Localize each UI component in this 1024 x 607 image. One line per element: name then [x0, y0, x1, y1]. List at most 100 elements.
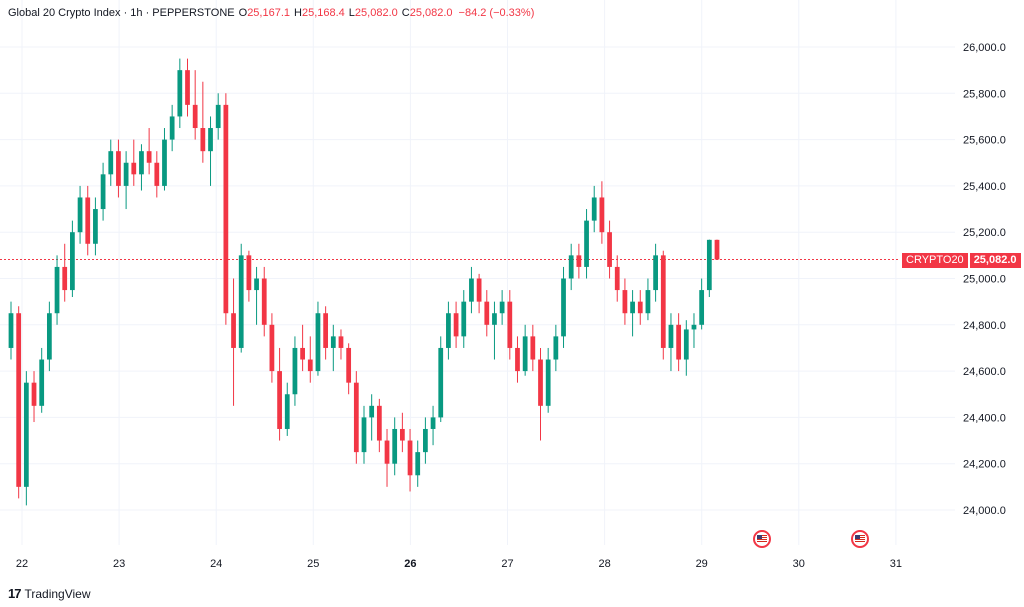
candle-body [622, 290, 628, 314]
candle-body [614, 266, 620, 291]
candle [246, 250, 252, 302]
y-tick-label: 24,400.0 [963, 412, 1006, 424]
candle-body [499, 301, 505, 314]
candle [438, 336, 444, 423]
candle-body [238, 255, 244, 348]
candle-body [269, 324, 275, 372]
tradingview-logo-icon: 17 [8, 586, 22, 601]
candle-body [476, 278, 482, 302]
candle-body [553, 336, 559, 360]
candle [369, 394, 375, 441]
legend-close-label: C [401, 7, 410, 19]
candle-body [39, 359, 45, 406]
candle [591, 185, 597, 233]
candle-body [676, 324, 682, 360]
x-axis: 22 23 24 25 26 27 28 29 30 31 [16, 558, 902, 570]
candle-body [300, 347, 305, 360]
candle [706, 239, 712, 298]
candle [139, 144, 144, 191]
candle-body [177, 70, 183, 117]
candle [169, 104, 175, 152]
candle [46, 301, 52, 372]
x-tick-label: 25 [307, 558, 319, 570]
candle [376, 398, 382, 453]
candle-body [407, 440, 413, 476]
candle-body [116, 151, 121, 186]
candle-body [108, 151, 114, 175]
candle [261, 266, 267, 337]
candle [407, 428, 413, 492]
candle [384, 428, 390, 487]
x-tick-label: 24 [210, 558, 222, 570]
candle-body [54, 266, 60, 314]
candle [162, 128, 167, 191]
legend-symbol: Global 20 Crypto Index · 1h · PEPPERSTON… [8, 7, 235, 19]
candle [599, 181, 605, 244]
candle [691, 313, 697, 348]
candle-body [70, 232, 75, 291]
candle-body [515, 347, 520, 372]
candle-body [561, 278, 566, 337]
candle [515, 336, 520, 383]
candles [8, 58, 720, 506]
candle [177, 58, 183, 129]
y-tick-label: 26,000.0 [963, 42, 1006, 54]
candle-body [77, 197, 83, 233]
candle-body [384, 440, 390, 464]
candle [330, 324, 336, 372]
candle-body [461, 301, 467, 337]
candle-body [185, 70, 190, 105]
candle-body [645, 290, 651, 314]
candle [476, 273, 482, 314]
candle-body [200, 128, 206, 152]
y-tick-label: 25,000.0 [963, 274, 1006, 286]
candle-body [653, 255, 658, 291]
candle-body [430, 417, 436, 429]
candle [200, 81, 206, 163]
candle-body [162, 139, 167, 186]
candle-body [469, 278, 474, 302]
us-flag-icon[interactable] [753, 530, 771, 548]
candle-body [438, 347, 444, 418]
us-flag-icon[interactable] [851, 530, 869, 548]
x-tick-label: 22 [16, 558, 28, 570]
candle [446, 301, 451, 360]
candle-body [154, 162, 160, 186]
candle-body [353, 382, 359, 453]
candle [300, 324, 305, 372]
candle [70, 220, 75, 298]
candle-body [208, 128, 213, 152]
candle-body [123, 162, 129, 186]
legend-low-value: 25,082.0 [354, 7, 398, 19]
tradingview-brand[interactable]: 17 TradingView [8, 586, 91, 601]
candle [399, 412, 405, 453]
candle-body [338, 336, 344, 348]
grid [0, 0, 955, 545]
candle [215, 93, 221, 140]
candle [499, 290, 505, 325]
candle [576, 243, 582, 279]
candle [208, 116, 213, 186]
candle [54, 255, 60, 325]
y-tick-label: 25,600.0 [963, 135, 1006, 147]
candle-body [139, 151, 144, 175]
candle [484, 290, 490, 337]
y-tick-label: 25,200.0 [963, 227, 1006, 239]
candle [292, 336, 298, 406]
candle [338, 329, 344, 360]
candle-body [446, 313, 451, 348]
candle-body [146, 151, 152, 163]
candle-body [584, 220, 589, 267]
candle [277, 347, 282, 441]
candle [108, 139, 114, 186]
legend-open-label: O [238, 7, 248, 19]
candle [185, 58, 190, 117]
candle-body [346, 347, 352, 383]
candle [93, 197, 98, 256]
candle-body [415, 452, 421, 476]
candle [568, 243, 574, 291]
legend-low-label: L [348, 7, 355, 19]
candle [31, 371, 37, 423]
legend-open-value: 25,167.1 [247, 7, 291, 19]
